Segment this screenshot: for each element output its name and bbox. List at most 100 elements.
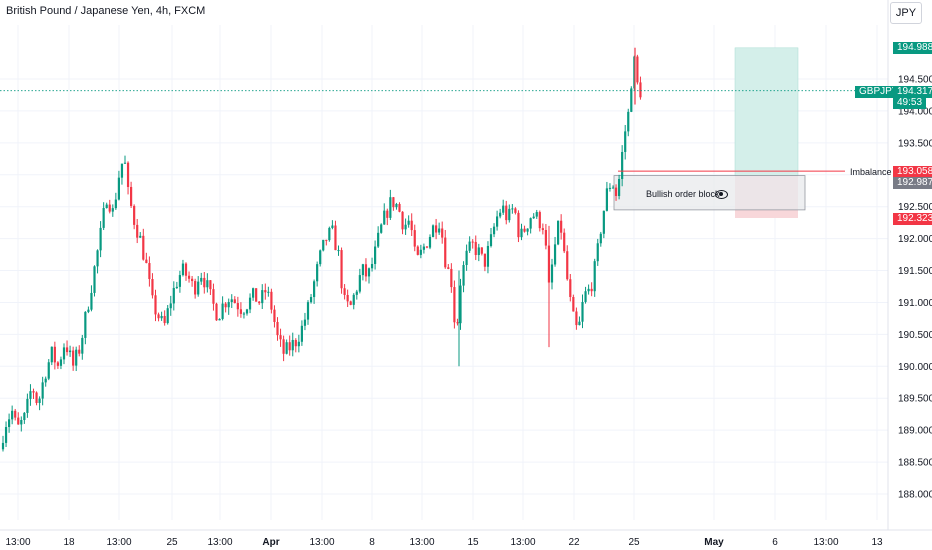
countdown-tag: 49:53 bbox=[893, 97, 927, 109]
currency-button[interactable]: JPY bbox=[890, 2, 922, 24]
candle-body bbox=[136, 224, 139, 238]
candle-body bbox=[306, 302, 310, 320]
candle-body bbox=[544, 229, 547, 246]
candle-body bbox=[459, 285, 462, 324]
candle-body bbox=[178, 275, 181, 287]
candle-body bbox=[474, 241, 477, 256]
candle-body bbox=[407, 220, 410, 225]
x-tick-label: 13:00 bbox=[207, 537, 232, 548]
eye-icon[interactable] bbox=[715, 190, 728, 199]
candle-body bbox=[11, 410, 14, 420]
target-price-tag: 194.988 bbox=[893, 42, 932, 54]
candle-body bbox=[450, 268, 453, 288]
x-tick-label: 13:00 bbox=[5, 537, 30, 548]
candle-body bbox=[331, 225, 334, 228]
candle-body bbox=[41, 382, 44, 399]
order-block-box bbox=[613, 175, 806, 211]
candle-body bbox=[264, 290, 267, 293]
candle-body bbox=[303, 319, 307, 326]
candle-body bbox=[557, 220, 560, 245]
candle-body bbox=[65, 347, 69, 353]
candle-body bbox=[169, 303, 172, 309]
candle-body bbox=[117, 177, 120, 200]
candle-body bbox=[218, 318, 221, 321]
y-tick-label: 194.000 bbox=[898, 106, 932, 117]
candle-body bbox=[468, 241, 471, 251]
candle-body bbox=[309, 297, 313, 303]
candle-body bbox=[465, 250, 468, 266]
candle-body bbox=[4, 427, 8, 443]
candle-body bbox=[398, 203, 401, 212]
candle-body bbox=[93, 266, 96, 293]
candle-body bbox=[569, 279, 572, 297]
candle-body bbox=[572, 296, 575, 312]
candle-body bbox=[636, 56, 639, 83]
x-tick-label: 13:00 bbox=[813, 537, 838, 548]
candle-body bbox=[535, 212, 538, 217]
candle-body bbox=[1, 442, 5, 450]
candle-body bbox=[319, 250, 322, 265]
x-tick-label: 13:00 bbox=[409, 537, 434, 548]
candle-body bbox=[133, 205, 136, 225]
candle-body bbox=[599, 233, 602, 244]
candle-body bbox=[508, 208, 511, 221]
candle-body bbox=[313, 281, 316, 298]
candle-body bbox=[553, 244, 557, 265]
y-tick-label: 193.500 bbox=[898, 138, 932, 149]
x-tick-label: 13:00 bbox=[309, 537, 334, 548]
candle-body bbox=[23, 412, 26, 421]
trade-zones bbox=[613, 47, 806, 218]
candle-body bbox=[633, 56, 636, 89]
candle-body bbox=[245, 309, 249, 314]
candle-body bbox=[102, 208, 105, 228]
candle-body bbox=[291, 339, 294, 351]
candle-body bbox=[404, 224, 407, 230]
candle-body bbox=[175, 286, 178, 288]
candle-body bbox=[20, 420, 23, 425]
candle-body bbox=[395, 203, 398, 208]
candle-body bbox=[209, 280, 212, 290]
candle-body bbox=[358, 275, 361, 292]
candle-body bbox=[166, 308, 169, 324]
candle-body bbox=[550, 264, 554, 283]
y-tick-label: 189.000 bbox=[898, 426, 932, 437]
symbol-tag: GBPJPY bbox=[855, 86, 903, 98]
candle-body bbox=[187, 275, 191, 279]
candle-body bbox=[26, 398, 29, 413]
candle-body bbox=[489, 234, 493, 246]
candle-body bbox=[447, 267, 450, 269]
candle-body bbox=[383, 210, 386, 225]
candle-body bbox=[78, 349, 81, 354]
candle-body bbox=[523, 228, 526, 232]
candle-body bbox=[605, 188, 608, 211]
candle-body bbox=[90, 292, 93, 310]
candle-body bbox=[618, 179, 621, 197]
candle-body bbox=[355, 291, 358, 295]
candle-body bbox=[53, 346, 56, 363]
candle-body bbox=[590, 288, 593, 292]
candle-body bbox=[367, 268, 371, 277]
candle-body bbox=[75, 349, 78, 366]
candle-body bbox=[492, 226, 496, 235]
candle-body bbox=[608, 187, 612, 189]
candle-body bbox=[560, 220, 563, 233]
candle-body bbox=[587, 288, 590, 292]
candle-body bbox=[517, 212, 520, 238]
candle-body bbox=[297, 341, 300, 347]
candle-body bbox=[389, 197, 392, 218]
candle-body bbox=[532, 216, 535, 219]
candle-body bbox=[526, 228, 529, 232]
target-zone bbox=[734, 47, 799, 176]
candle-body bbox=[614, 187, 618, 197]
candle-body bbox=[242, 313, 246, 315]
candle-body bbox=[181, 263, 185, 276]
candle-body bbox=[8, 419, 11, 428]
y-tick-label: 190.500 bbox=[898, 330, 932, 341]
x-tick-label: 13:00 bbox=[106, 537, 131, 548]
candle-body bbox=[203, 277, 206, 288]
candle-body bbox=[50, 346, 53, 363]
candle-body bbox=[139, 235, 142, 238]
candle-body bbox=[32, 391, 35, 393]
candle-body bbox=[593, 261, 596, 292]
